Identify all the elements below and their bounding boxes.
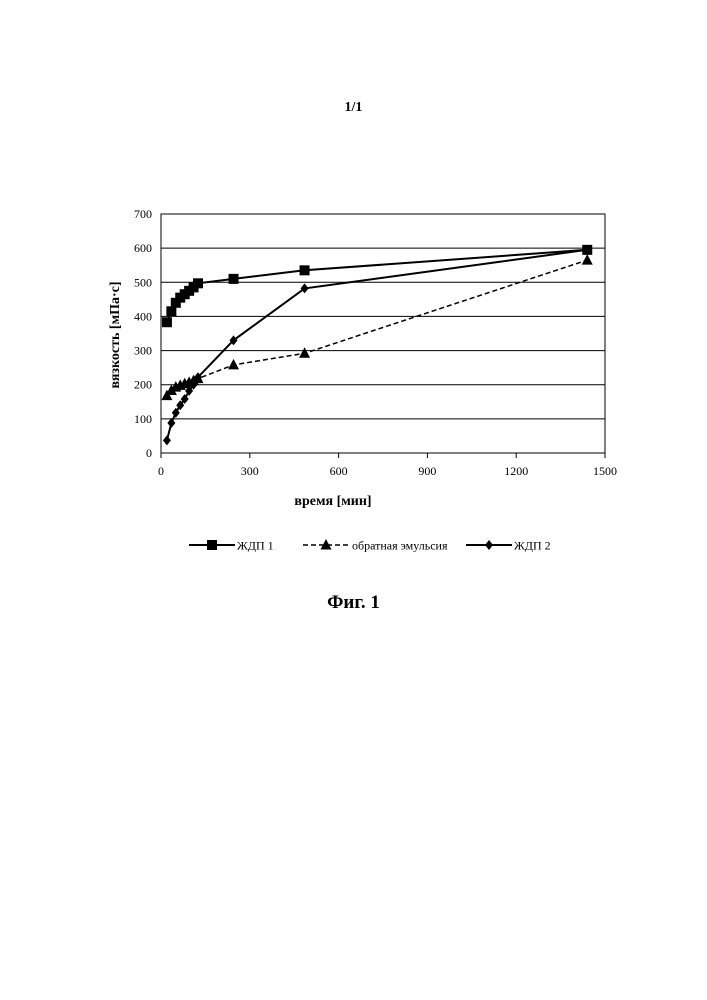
x-tick-label: 600 — [330, 464, 348, 478]
series-3-point — [301, 283, 309, 293]
series-3-point — [167, 418, 175, 428]
legend-marker-3 — [485, 540, 493, 550]
x-tick-label: 0 — [158, 464, 164, 478]
plot-border — [161, 214, 605, 453]
y-tick-label: 200 — [134, 378, 152, 392]
y-tick-label: 400 — [134, 309, 152, 323]
y-axis-title: вязкость [мПа·с] — [108, 281, 123, 388]
legend-label-1: ЖДП 1 — [237, 539, 274, 553]
series-1-point — [229, 274, 239, 284]
series-1-point — [162, 317, 172, 327]
series-2-point — [228, 359, 239, 370]
figure-caption: Фиг. 1 — [0, 592, 707, 614]
x-tick-label: 1500 — [593, 464, 617, 478]
y-tick-label: 500 — [134, 275, 152, 289]
gridlines — [161, 214, 605, 419]
series-1-line — [167, 250, 587, 322]
x-tick-label: 300 — [241, 464, 259, 478]
series-1-point — [166, 306, 176, 316]
y-tick-label: 600 — [134, 241, 152, 255]
viscosity-chart: 0 100 200 300 400 500 600 700 0 300 600 900 1200 1500… — [0, 195, 707, 575]
x-axis-title: время [мин] — [294, 494, 371, 509]
legend-label-2: обратная эмульсия — [352, 539, 448, 553]
series-1-point — [300, 265, 310, 275]
y-tick-label: 300 — [134, 344, 152, 358]
series-1-point — [193, 278, 203, 288]
series-3-point — [163, 435, 171, 445]
y-tick-label: 0 — [146, 446, 152, 460]
legend: ЖДП 1 обратная эмульсия ЖДП 2 — [189, 539, 551, 553]
series-2-point — [582, 254, 593, 265]
data-series — [161, 245, 592, 446]
legend-marker-1 — [207, 540, 217, 550]
y-tick-label: 700 — [134, 207, 152, 221]
legend-label-3: ЖДП 2 — [514, 539, 551, 553]
x-tick-label: 900 — [418, 464, 436, 478]
x-tick-label: 1200 — [504, 464, 528, 478]
series-2-point — [299, 347, 310, 358]
page-number: 1/1 — [0, 100, 707, 116]
y-tick-label: 100 — [134, 412, 152, 426]
